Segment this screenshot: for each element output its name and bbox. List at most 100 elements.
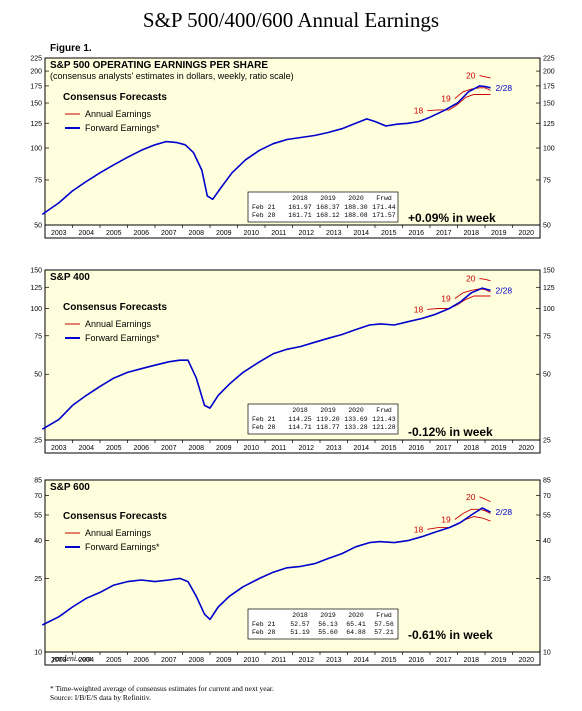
x-tick-label: 2006	[133, 445, 149, 452]
y-tick-label-right: 225	[543, 56, 555, 63]
forward-earnings-line	[41, 507, 491, 626]
x-tick-label: 2017	[436, 657, 452, 664]
legend-forward-label: Forward Earnings*	[85, 333, 160, 343]
annual-series-19	[454, 288, 491, 299]
x-tick-label: 2009	[216, 445, 232, 452]
end-date-label: 2/28	[496, 83, 513, 93]
table-header: 2019	[320, 195, 336, 202]
y-tick-label-right: 50	[543, 372, 551, 379]
table-cell: 51.19	[290, 629, 310, 636]
table-row-date: Feb 21	[252, 416, 276, 423]
table-cell: 188.08	[344, 212, 368, 219]
x-tick-label: 2007	[161, 657, 177, 664]
annual-series-18	[427, 295, 491, 310]
y-tick-label-left: 75	[34, 177, 42, 184]
x-tick-label: 2018	[463, 657, 479, 664]
y-tick-label-right: 125	[543, 121, 555, 128]
y-tick-label-left: 55	[34, 512, 42, 519]
x-tick-label: 2006	[133, 230, 149, 237]
table-cell: 161.97	[288, 204, 312, 211]
x-tick-label: 2013	[326, 445, 342, 452]
y-tick-label-right: 75	[543, 333, 551, 340]
x-tick-label: 2010	[243, 445, 259, 452]
panel-subtitle: (consensus analysts' estimates in dollar…	[50, 71, 294, 81]
x-tick-label: 2007	[161, 445, 177, 452]
forward-earnings-line	[41, 85, 491, 216]
panel-2: 25 25 50 50 75 75 100 100 125 125 150 150 2003 2004 20…	[30, 268, 555, 454]
table-box	[247, 191, 399, 223]
panel-3: 10 10 25 25 40 40 55 55 70 70 85 85 2003 2004 2005 2006…	[34, 478, 551, 666]
y-tick-label-left: 100	[30, 146, 42, 153]
table-cell: 57.21	[374, 629, 394, 636]
legend-forward-label: Forward Earnings*	[85, 542, 160, 552]
panel-title: S&P 400	[50, 272, 90, 283]
x-tick-label: 2003	[51, 230, 67, 237]
y-tick-label-left: 70	[34, 493, 42, 500]
annual-series-20	[479, 75, 491, 79]
end-date-label: 2/28	[496, 285, 513, 295]
table-header: Frwd	[376, 612, 392, 619]
y-tick-label-right: 75	[543, 177, 551, 184]
x-tick-label: 2016	[408, 230, 424, 237]
annual-label-19: 19	[441, 94, 451, 104]
x-tick-label: 2014	[353, 657, 369, 664]
x-tick-label: 2012	[298, 657, 314, 664]
x-tick-label: 2019	[491, 657, 507, 664]
figure-label: Figure 1.	[50, 43, 92, 54]
annual-series-18	[427, 94, 491, 112]
table-header: 2020	[348, 407, 364, 414]
legend-title: Consensus Forecasts	[63, 302, 167, 313]
footnote-line: * Time-weighted average of consensus est…	[50, 684, 274, 693]
y-tick-label-right: 10	[543, 650, 551, 657]
y-tick-label-left: 175	[30, 83, 42, 90]
x-tick-label: 2005	[106, 230, 122, 237]
table-cell: 114.25	[288, 416, 312, 423]
x-tick-label: 2017	[436, 230, 452, 237]
table-cell: 121.28	[372, 424, 396, 431]
x-tick-label: 2012	[298, 230, 314, 237]
table-header: 2019	[320, 612, 336, 619]
x-tick-label: 2011	[271, 657, 286, 664]
y-tick-label-right: 200	[543, 69, 555, 76]
x-tick-label: 2017	[436, 445, 452, 452]
y-tick-label-left: 10	[34, 650, 42, 657]
y-tick-label-right: 150	[543, 101, 555, 108]
table-cell: 118.77	[316, 424, 340, 431]
x-tick-label: 2013	[326, 230, 342, 237]
x-tick-label: 2016	[408, 657, 424, 664]
table-row-date: Feb 21	[252, 204, 276, 211]
table-cell: 161.71	[288, 212, 312, 219]
table-cell: 133.69	[344, 416, 368, 423]
x-tick-label: 2019	[491, 445, 507, 452]
y-tick-label-right: 25	[543, 576, 551, 583]
y-tick-label-left: 50	[34, 223, 42, 230]
y-tick-label-right: 70	[543, 493, 551, 500]
x-tick-label: 2004	[78, 445, 94, 452]
y-tick-label-right: 25	[543, 438, 551, 445]
table-cell: 188.30	[344, 204, 368, 211]
x-tick-label: 2020	[518, 657, 534, 664]
y-tick-label-left: 200	[30, 69, 42, 76]
table-cell: 114.71	[288, 424, 312, 431]
x-tick-label: 2009	[216, 657, 232, 664]
x-tick-label: 2008	[188, 445, 204, 452]
data-table: 2018 2019 2020 Frwd Feb 21 114.25 119.20 133.69…	[247, 403, 399, 435]
table-header: 2018	[292, 612, 308, 619]
table-header: Frwd	[376, 195, 392, 202]
annual-series-19	[454, 508, 491, 520]
x-tick-label: 2005	[106, 445, 122, 452]
table-box	[247, 608, 399, 640]
table-cell: 64.88	[346, 629, 366, 636]
legend-annual-label: Annual Earnings	[85, 109, 152, 119]
annual-label-18: 18	[414, 106, 424, 116]
x-tick-label: 2003	[51, 657, 67, 664]
y-tick-label-right: 125	[543, 285, 555, 292]
table-header: 2018	[292, 195, 308, 202]
x-tick-label: 2008	[188, 657, 204, 664]
x-tick-label: 2015	[381, 230, 397, 237]
annual-label-19: 19	[441, 514, 451, 524]
table-header: Frwd	[376, 407, 392, 414]
annual-label-19: 19	[441, 294, 451, 304]
legend-title: Consensus Forecasts	[63, 511, 167, 522]
